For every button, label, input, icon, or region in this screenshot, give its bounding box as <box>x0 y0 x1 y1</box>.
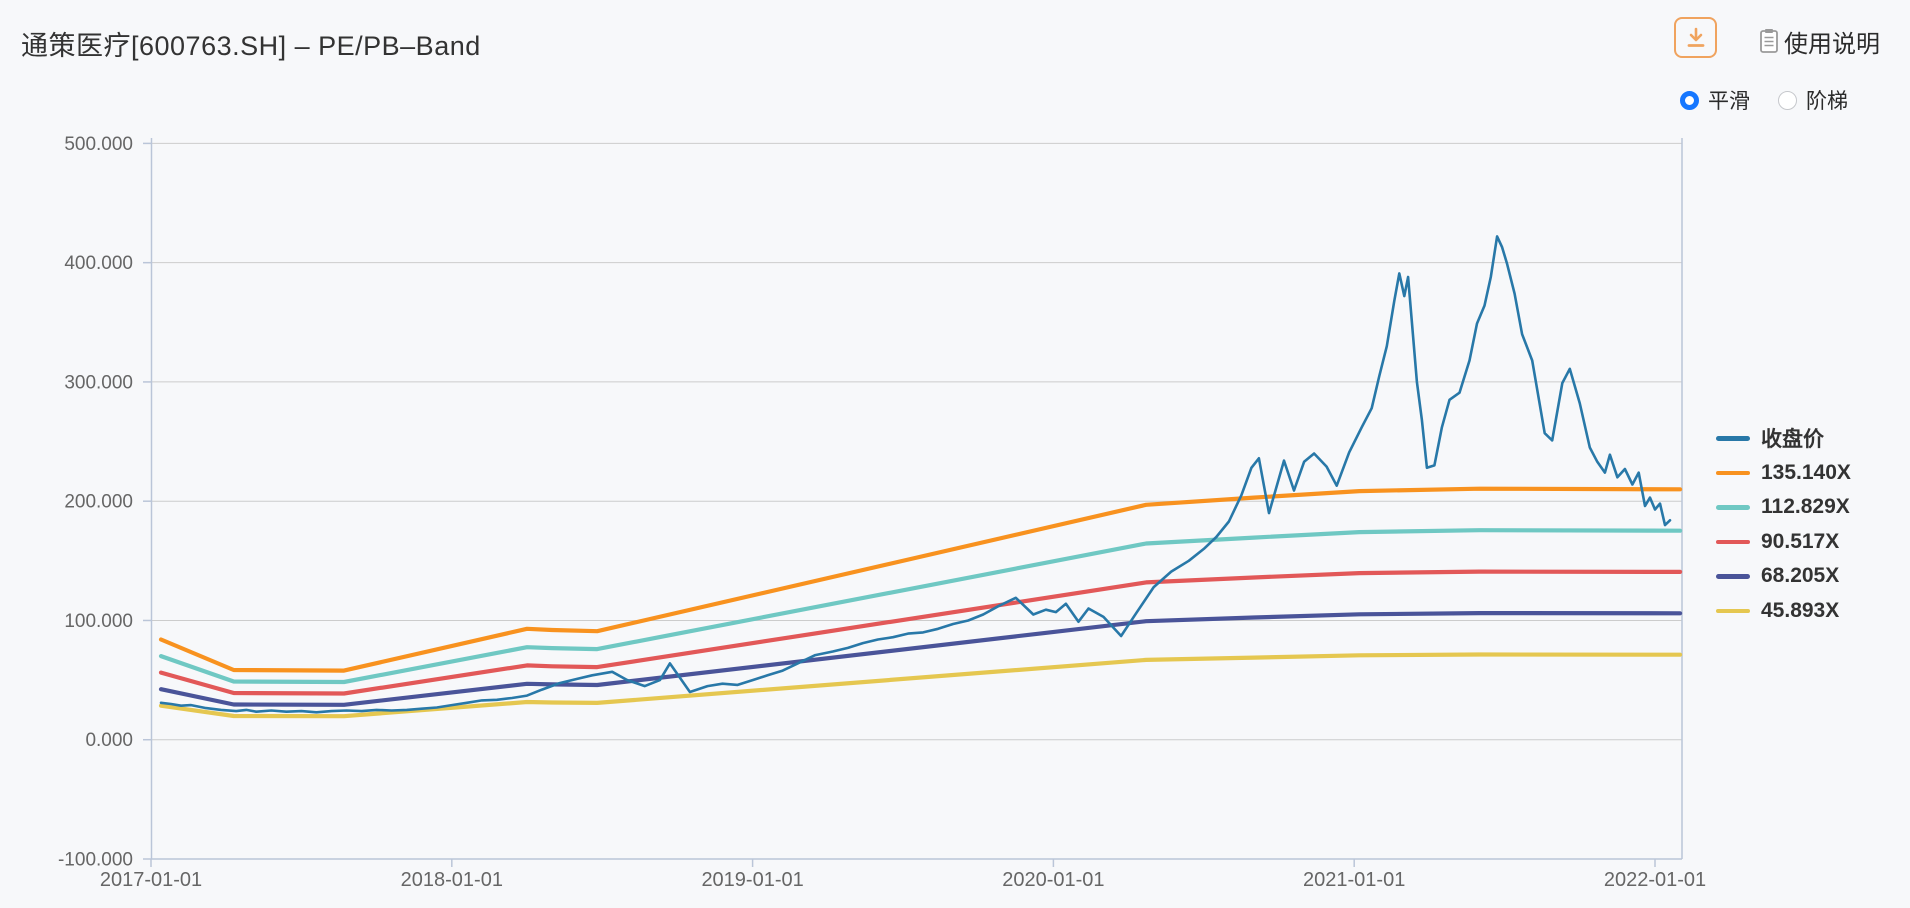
series-line-45.893X[interactable] <box>158 652 1683 719</box>
line-mode-option-smooth[interactable]: 平滑 <box>1680 85 1750 115</box>
line-mode-group: 平滑 阶梯 <box>1680 86 1866 114</box>
legend-item[interactable]: 收盘价 <box>1716 421 1851 456</box>
line-mode-label: 平滑 <box>1708 90 1750 113</box>
y-tick-label: 300.000 <box>64 372 133 393</box>
legend-item[interactable]: 68.205X <box>1716 559 1851 594</box>
legend-label: 45.893X <box>1761 598 1840 622</box>
legend-item[interactable]: 45.893X <box>1716 594 1851 629</box>
legend-swatch <box>1716 505 1750 510</box>
y-tick-label: 0.000 <box>85 730 133 751</box>
radio-selected-icon[interactable] <box>1680 90 1699 110</box>
x-tick-label: 2019-01-01 <box>701 869 803 891</box>
legend-swatch <box>1716 436 1750 441</box>
download-icon <box>1684 26 1708 50</box>
y-tick-label: 100.000 <box>64 611 133 632</box>
legend-label: 135.140X <box>1761 460 1851 484</box>
series-line-112.829X[interactable] <box>158 528 1683 685</box>
chart-legend: 收盘价 135.140X 112.829X 90.517X 68.205X 45.893X <box>1716 421 1851 628</box>
legend-item[interactable]: 90.517X <box>1716 525 1851 560</box>
page-title: 通策医疗[600763.SH] – PE/PB–Band <box>21 31 481 61</box>
line-mode-label: 阶梯 <box>1806 90 1848 113</box>
radio-unselected-icon[interactable] <box>1778 90 1797 110</box>
y-tick-label: -100.000 <box>58 850 133 871</box>
y-tick-label: 400.000 <box>64 253 133 274</box>
y-tick-label: 500.000 <box>64 134 133 155</box>
x-tick-label: 2021-01-01 <box>1303 869 1405 891</box>
document-icon <box>1758 28 1780 54</box>
line-mode-option-step[interactable]: 阶梯 <box>1778 85 1848 115</box>
x-tick-label: 2022-01-01 <box>1604 869 1706 891</box>
legend-label: 90.517X <box>1761 529 1840 553</box>
legend-label: 68.205X <box>1761 564 1840 588</box>
y-tick-label: 200.000 <box>64 492 133 513</box>
x-tick-label: 2017-01-01 <box>100 869 202 891</box>
x-tick-label: 2020-01-01 <box>1002 869 1104 891</box>
help-link[interactable]: 使用说明 <box>1758 26 1880 58</box>
legend-item[interactable]: 135.140X <box>1716 456 1851 491</box>
download-button[interactable] <box>1674 17 1717 58</box>
legend-item[interactable]: 112.829X <box>1716 490 1851 525</box>
legend-swatch <box>1716 539 1750 544</box>
legend-swatch <box>1716 608 1750 613</box>
help-label: 使用说明 <box>1784 30 1880 58</box>
legend-swatch <box>1716 574 1750 579</box>
series-line-68.205X[interactable] <box>158 610 1683 707</box>
series-line-135.140X[interactable] <box>158 486 1683 673</box>
legend-swatch <box>1716 470 1750 475</box>
series-line-收盘价[interactable] <box>159 235 1672 714</box>
legend-label: 112.829X <box>1761 495 1850 519</box>
legend-label: 收盘价 <box>1761 428 1824 452</box>
series-line-90.517X[interactable] <box>158 569 1683 696</box>
x-tick-label: 2018-01-01 <box>401 869 503 891</box>
